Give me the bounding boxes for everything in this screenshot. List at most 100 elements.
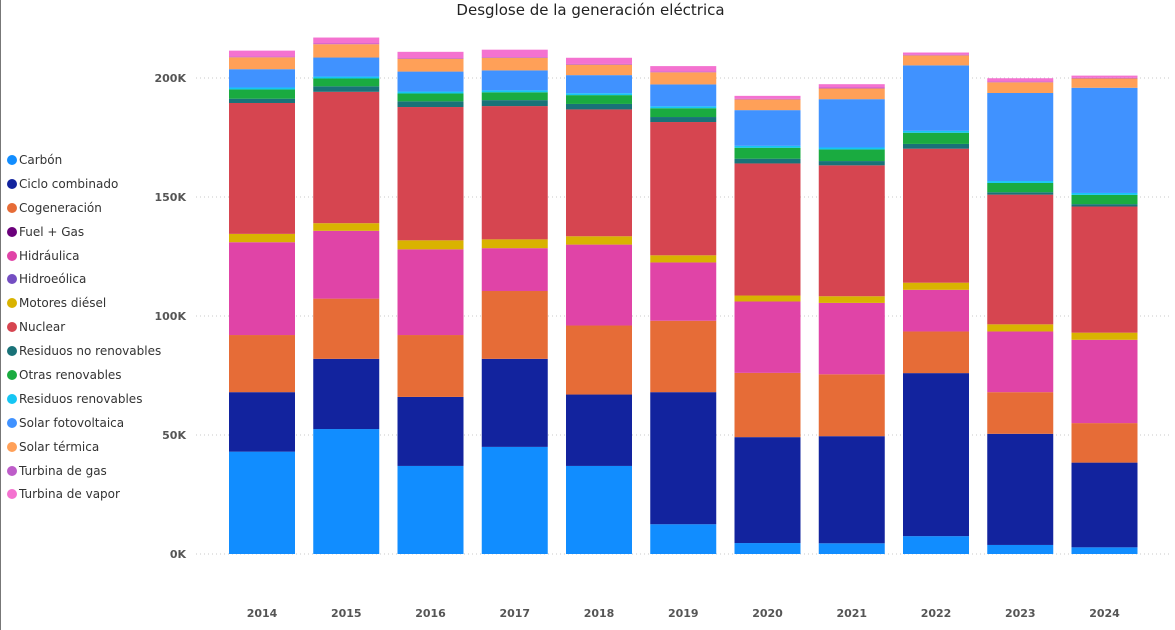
bar-segment[interactable]	[818, 99, 885, 148]
legend-item[interactable]: Residuos no renovables	[7, 339, 161, 363]
bar-segment[interactable]	[566, 63, 632, 65]
bar-segment[interactable]	[397, 240, 464, 250]
bar-segment[interactable]	[903, 65, 969, 131]
bar-segment[interactable]	[229, 233, 295, 243]
bar-segment[interactable]	[229, 98, 295, 103]
bar-segment[interactable]	[397, 91, 464, 94]
bar-segment[interactable]	[650, 71, 717, 73]
bar-segment[interactable]	[566, 394, 632, 466]
bar-segment[interactable]	[566, 93, 632, 96]
bar-segment[interactable]	[481, 291, 548, 359]
bar-segment[interactable]	[313, 76, 380, 79]
bar-segment[interactable]	[313, 86, 380, 92]
bar-segment[interactable]	[481, 100, 548, 107]
bar-stack[interactable]	[818, 84, 885, 554]
bar-segment[interactable]	[987, 331, 1054, 393]
bar-segment[interactable]	[903, 55, 969, 66]
bar-segment[interactable]	[229, 335, 295, 393]
bar-segment[interactable]	[1071, 77, 1138, 79]
bar-stack[interactable]	[229, 50, 295, 554]
bar-segment[interactable]	[903, 536, 969, 554]
bar-segment[interactable]	[650, 122, 717, 256]
bar-segment[interactable]	[818, 296, 885, 303]
bar-segment[interactable]	[650, 72, 717, 85]
bar-segment[interactable]	[903, 130, 969, 133]
bar-segment[interactable]	[313, 57, 380, 77]
legend-item[interactable]: Solar fotovoltaica	[7, 411, 161, 435]
bar-segment[interactable]	[987, 392, 1054, 434]
bar-segment[interactable]	[481, 92, 548, 101]
bar-segment[interactable]	[734, 110, 801, 146]
bar-segment[interactable]	[734, 99, 801, 111]
bar-segment[interactable]	[566, 244, 632, 326]
bar-segment[interactable]	[481, 49, 548, 58]
bar-segment[interactable]	[481, 248, 548, 292]
bar-segment[interactable]	[818, 161, 885, 166]
bar-segment[interactable]	[566, 64, 632, 76]
bar-segment[interactable]	[229, 451, 295, 554]
bar-segment[interactable]	[903, 148, 969, 283]
bar-segment[interactable]	[987, 92, 1054, 182]
legend-item[interactable]: Ciclo combinado	[7, 172, 161, 196]
bar-segment[interactable]	[313, 429, 380, 554]
bar-segment[interactable]	[987, 181, 1054, 183]
bar-segment[interactable]	[903, 289, 969, 332]
bar-segment[interactable]	[987, 194, 1054, 325]
bar-segment[interactable]	[734, 158, 801, 164]
legend-item[interactable]: Hidroeólica	[7, 267, 161, 291]
bar-segment[interactable]	[481, 70, 548, 91]
bar-segment[interactable]	[566, 57, 632, 64]
bar-segment[interactable]	[818, 147, 885, 150]
bar-segment[interactable]	[650, 524, 717, 554]
bar-segment[interactable]	[818, 87, 885, 89]
bar-segment[interactable]	[987, 78, 1054, 82]
bar-segment[interactable]	[818, 84, 885, 88]
bar-stack[interactable]	[313, 37, 380, 554]
legend-item[interactable]: Carbón	[7, 148, 161, 172]
legend-item[interactable]: Motores diésel	[7, 291, 161, 315]
bar-segment[interactable]	[818, 165, 885, 297]
bar-stack[interactable]	[903, 52, 969, 554]
bar-segment[interactable]	[313, 298, 380, 359]
bar-segment[interactable]	[1071, 78, 1138, 88]
bar-segment[interactable]	[229, 69, 295, 88]
bar-segment[interactable]	[734, 543, 801, 554]
bar-segment[interactable]	[229, 392, 295, 452]
bar-segment[interactable]	[987, 82, 1054, 93]
bar-segment[interactable]	[397, 107, 464, 241]
legend-item[interactable]: Hidráulica	[7, 244, 161, 268]
bar-segment[interactable]	[397, 249, 464, 336]
bar-segment[interactable]	[397, 58, 464, 72]
bar-segment[interactable]	[481, 446, 548, 554]
bar-segment[interactable]	[903, 52, 969, 55]
bar-segment[interactable]	[313, 223, 380, 231]
bar-segment[interactable]	[903, 331, 969, 374]
bar-segment[interactable]	[229, 102, 295, 234]
bar-segment[interactable]	[818, 436, 885, 544]
bar-segment[interactable]	[734, 145, 801, 148]
bar-segment[interactable]	[1071, 462, 1138, 548]
bar-segment[interactable]	[818, 302, 885, 375]
bar-segment[interactable]	[987, 81, 1054, 83]
bar-segment[interactable]	[229, 50, 295, 57]
bar-segment[interactable]	[987, 182, 1054, 193]
bar-segment[interactable]	[903, 373, 969, 537]
bar-segment[interactable]	[650, 106, 717, 109]
bar-segment[interactable]	[818, 149, 885, 162]
bar-segment[interactable]	[650, 392, 717, 525]
bar-segment[interactable]	[397, 101, 464, 108]
bar-segment[interactable]	[650, 262, 717, 321]
bar-segment[interactable]	[650, 84, 717, 107]
bar-segment[interactable]	[1071, 204, 1138, 207]
bar-segment[interactable]	[650, 108, 717, 118]
legend-item[interactable]: Fuel + Gas	[7, 220, 161, 244]
bar-segment[interactable]	[734, 163, 801, 296]
bar-segment[interactable]	[650, 320, 717, 393]
bar-segment[interactable]	[313, 358, 380, 430]
bar-segment[interactable]	[734, 147, 801, 159]
bar-segment[interactable]	[650, 66, 717, 72]
bar-segment[interactable]	[903, 282, 969, 290]
bar-segment[interactable]	[481, 90, 548, 93]
bar-segment[interactable]	[481, 57, 548, 58]
bar-segment[interactable]	[987, 544, 1054, 554]
